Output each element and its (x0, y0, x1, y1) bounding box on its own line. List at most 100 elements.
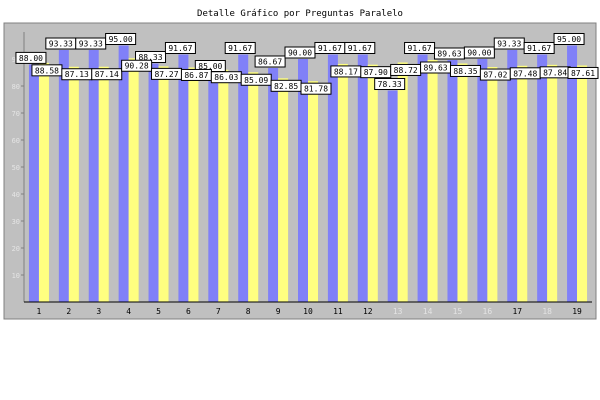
data-label: 90.00 (288, 49, 312, 58)
data-label: 87.13 (65, 70, 89, 79)
bar-series-1 (88, 50, 99, 302)
bar-series-2 (248, 72, 259, 302)
bar-series-1 (537, 54, 548, 303)
x-tick-label: 1 (37, 307, 42, 316)
x-tick-label: 11 (333, 307, 343, 316)
x-tick-label: 13 (393, 307, 403, 316)
data-label-box (240, 73, 272, 86)
bar-series-1 (238, 54, 249, 303)
x-axis: 1 2 3 4 5 6 7 8 9 10 11 12 13 14 15 16 17 18 19 (24, 301, 592, 316)
bar-series-2 (188, 67, 199, 303)
bar-series-2 (487, 67, 498, 303)
data-label-box (121, 59, 153, 72)
data-label-box (224, 41, 256, 54)
data-label: 93.33 (79, 40, 103, 49)
data-label: 90.28 (125, 62, 149, 71)
bar-series-2 (577, 65, 588, 302)
bar-series-2 (457, 63, 468, 302)
data-label: 88.35 (453, 67, 477, 76)
data-label-box (344, 41, 376, 54)
x-tick-label: 2 (66, 307, 71, 316)
bar-series-2 (337, 63, 348, 302)
data-label: 95.00 (109, 35, 133, 44)
data-label: 87.27 (154, 70, 178, 79)
data-label-box (374, 78, 406, 91)
data-label: 86.03 (214, 73, 238, 82)
data-label: 87.48 (513, 69, 537, 78)
data-label: 78.33 (378, 80, 402, 89)
data-label: 93.33 (49, 40, 73, 49)
data-label: 88.33 (138, 53, 162, 62)
bar-series-1 (298, 59, 308, 302)
bar-series-2 (98, 66, 109, 302)
x-tick-label: 12 (363, 307, 373, 316)
bar-series-2 (278, 78, 289, 303)
bar-series-1 (208, 72, 219, 302)
bar-series-1 (477, 59, 488, 302)
data-label-box (463, 46, 495, 59)
x-tick-label: 4 (126, 307, 131, 316)
y-tick-label: 50 (12, 164, 20, 172)
x-tick-label: 9 (276, 307, 281, 316)
chart-title: Detalle Gráfico por Preguntas Paralelo (197, 9, 403, 19)
bar-series-2 (547, 64, 558, 302)
x-tick-label: 3 (96, 307, 101, 316)
bar-series-2 (427, 59, 438, 303)
bar-series-1 (447, 59, 458, 303)
data-label: 91.67 (408, 44, 432, 53)
y-tick-label: 70 (12, 110, 20, 118)
y-tick-label: 60 (12, 137, 20, 145)
data-label: 91.67 (228, 44, 252, 53)
data-label-box (164, 41, 196, 54)
y-tick-label: 40 (12, 191, 20, 199)
x-tick-label: 10 (303, 307, 313, 316)
y-tick-label: 10 (12, 272, 20, 280)
bar-series-1 (327, 54, 338, 303)
bar-series-1 (417, 54, 428, 303)
data-label: 90.00 (467, 49, 491, 58)
x-tick-label: 19 (572, 307, 582, 316)
bar-series-2 (68, 66, 79, 303)
data-label-box (91, 68, 123, 81)
data-label: 81.78 (304, 85, 328, 94)
data-label: 88.58 (35, 66, 59, 75)
x-tick-label: 14 (423, 307, 433, 316)
data-label: 89.63 (437, 49, 461, 58)
bar-series-2 (397, 62, 408, 303)
y-tick-label: 20 (12, 245, 20, 253)
data-label-box (523, 41, 555, 54)
y-tick-label: 30 (12, 218, 20, 226)
data-label: 91.67 (318, 44, 342, 53)
bar-series-2 (38, 62, 49, 302)
data-label: 85.09 (244, 76, 268, 85)
y-tick-label: 80 (12, 83, 20, 91)
x-tick-label: 6 (186, 307, 191, 316)
x-tick-label: 8 (246, 307, 251, 316)
data-label-box (15, 51, 47, 64)
bar-series-2 (128, 58, 139, 302)
data-label: 87.02 (483, 71, 507, 80)
bar-series-1 (567, 45, 578, 302)
data-label: 91.67 (348, 44, 372, 53)
data-label: 85.00 (198, 62, 222, 71)
data-label: 91.67 (168, 44, 192, 53)
data-label: 86.67 (258, 57, 282, 66)
bars-group (28, 45, 588, 303)
x-tick-label: 15 (453, 307, 463, 316)
data-label-box (553, 33, 585, 45)
bar-series-1 (58, 50, 69, 302)
data-label: 87.84 (543, 68, 567, 77)
bar-series-2 (308, 81, 318, 302)
bar-series-1 (148, 63, 159, 302)
bar-series-1 (268, 67, 279, 302)
data-label: 87.90 (364, 68, 388, 77)
data-label: 88.17 (334, 67, 358, 76)
bar-series-1 (118, 45, 129, 302)
x-tick-label: 5 (156, 307, 161, 316)
data-label-box (254, 55, 286, 68)
bar-series-1 (178, 54, 189, 303)
data-label: 87.14 (95, 70, 119, 79)
bar-series-1 (507, 50, 518, 302)
data-label: 87.61 (571, 69, 595, 78)
